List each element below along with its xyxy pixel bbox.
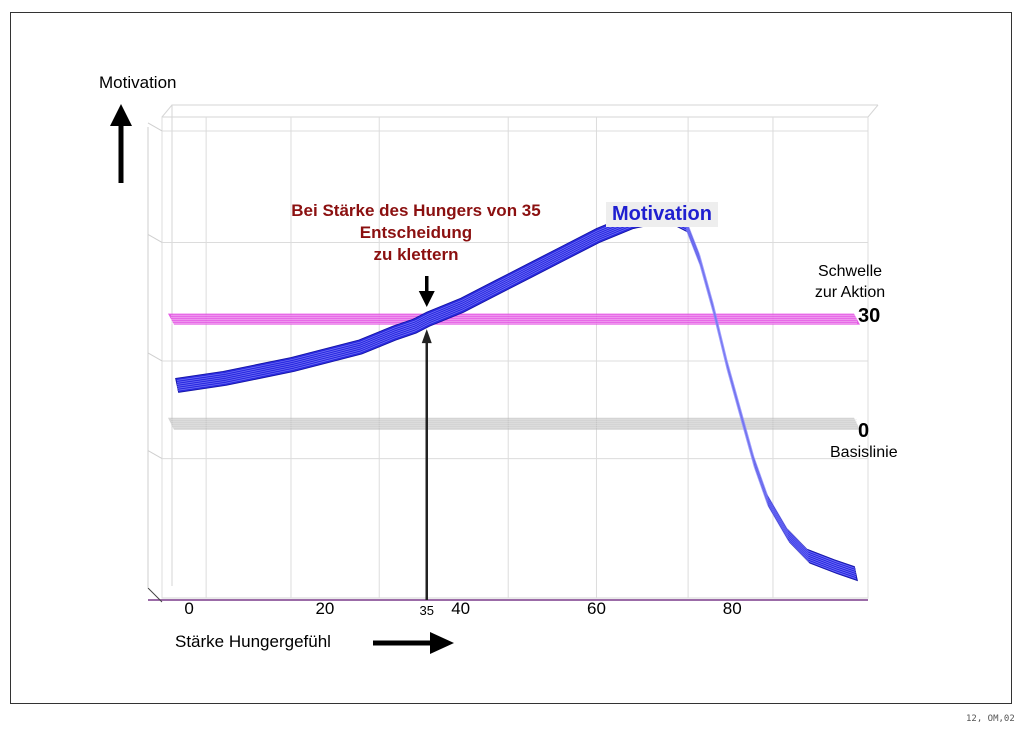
annotation-line-1: Bei Stärke des Hungers von 35 <box>291 201 541 220</box>
x-axis-title: Stärke Hungergefühl <box>175 632 331 651</box>
motivation-ribbon-stripe <box>177 213 857 573</box>
baseline-value-label: 0 <box>858 420 870 442</box>
x-tick-label: 40 <box>451 599 470 618</box>
grid-back-edge <box>171 104 878 586</box>
motivation-ribbon-stripe <box>177 209 857 569</box>
threshold-value-label: 30 <box>858 305 881 327</box>
grid-tick-left <box>147 122 163 132</box>
threshold-label: Schwelle zur Aktion <box>800 261 900 303</box>
series-label-motivation: Motivation <box>606 202 718 227</box>
grid-tick-left <box>147 450 163 460</box>
x-tick-label: 60 <box>587 599 606 618</box>
x-tick-label: 0 <box>184 599 193 618</box>
grid-tick-left <box>147 234 163 243</box>
annotation-line-2: Entscheidung <box>359 223 473 242</box>
x-tick-label: 80 <box>723 599 742 618</box>
baseline-label: Basislinie <box>830 444 898 461</box>
y-direction-arrow-head <box>110 104 132 126</box>
reference-lines <box>168 313 860 430</box>
grid-depth-edge <box>867 104 879 118</box>
annotation-line-3: zu klettern <box>373 245 459 264</box>
decision-annotation: Bei Stärke des Hungers von 35 Entscheidu… <box>262 200 570 266</box>
motivation-ribbon-stripe <box>177 215 857 575</box>
x-tick-label: 35 <box>420 603 434 618</box>
motivation-series <box>175 207 858 582</box>
x-direction-arrow-head <box>430 632 454 654</box>
slide-frame <box>10 12 1012 704</box>
grid-depth-edge <box>161 104 173 118</box>
threshold-label-line-1: Schwelle <box>817 263 883 280</box>
grid-tick-left <box>147 352 163 362</box>
chart-axes <box>110 104 868 654</box>
grid-front-plane <box>161 116 869 599</box>
x-tick-label: 20 <box>315 599 334 618</box>
threshold-label-line-2: zur Aktion <box>814 284 886 301</box>
axis-corner <box>147 587 163 603</box>
decision-marker-head <box>421 329 432 344</box>
footer-code: 12, OM,02 <box>966 714 1015 724</box>
chart-grid <box>147 104 879 599</box>
x-tick-labels: 0 20 35 40 60 80 <box>184 599 741 618</box>
y-axis-title: Motivation <box>99 73 177 92</box>
motivation-ribbon-stripe <box>177 211 857 571</box>
motivation-ribbon-stripe <box>177 219 857 579</box>
annotation-arrow-head <box>418 291 435 307</box>
motivation-ribbon-stripe <box>177 217 857 577</box>
